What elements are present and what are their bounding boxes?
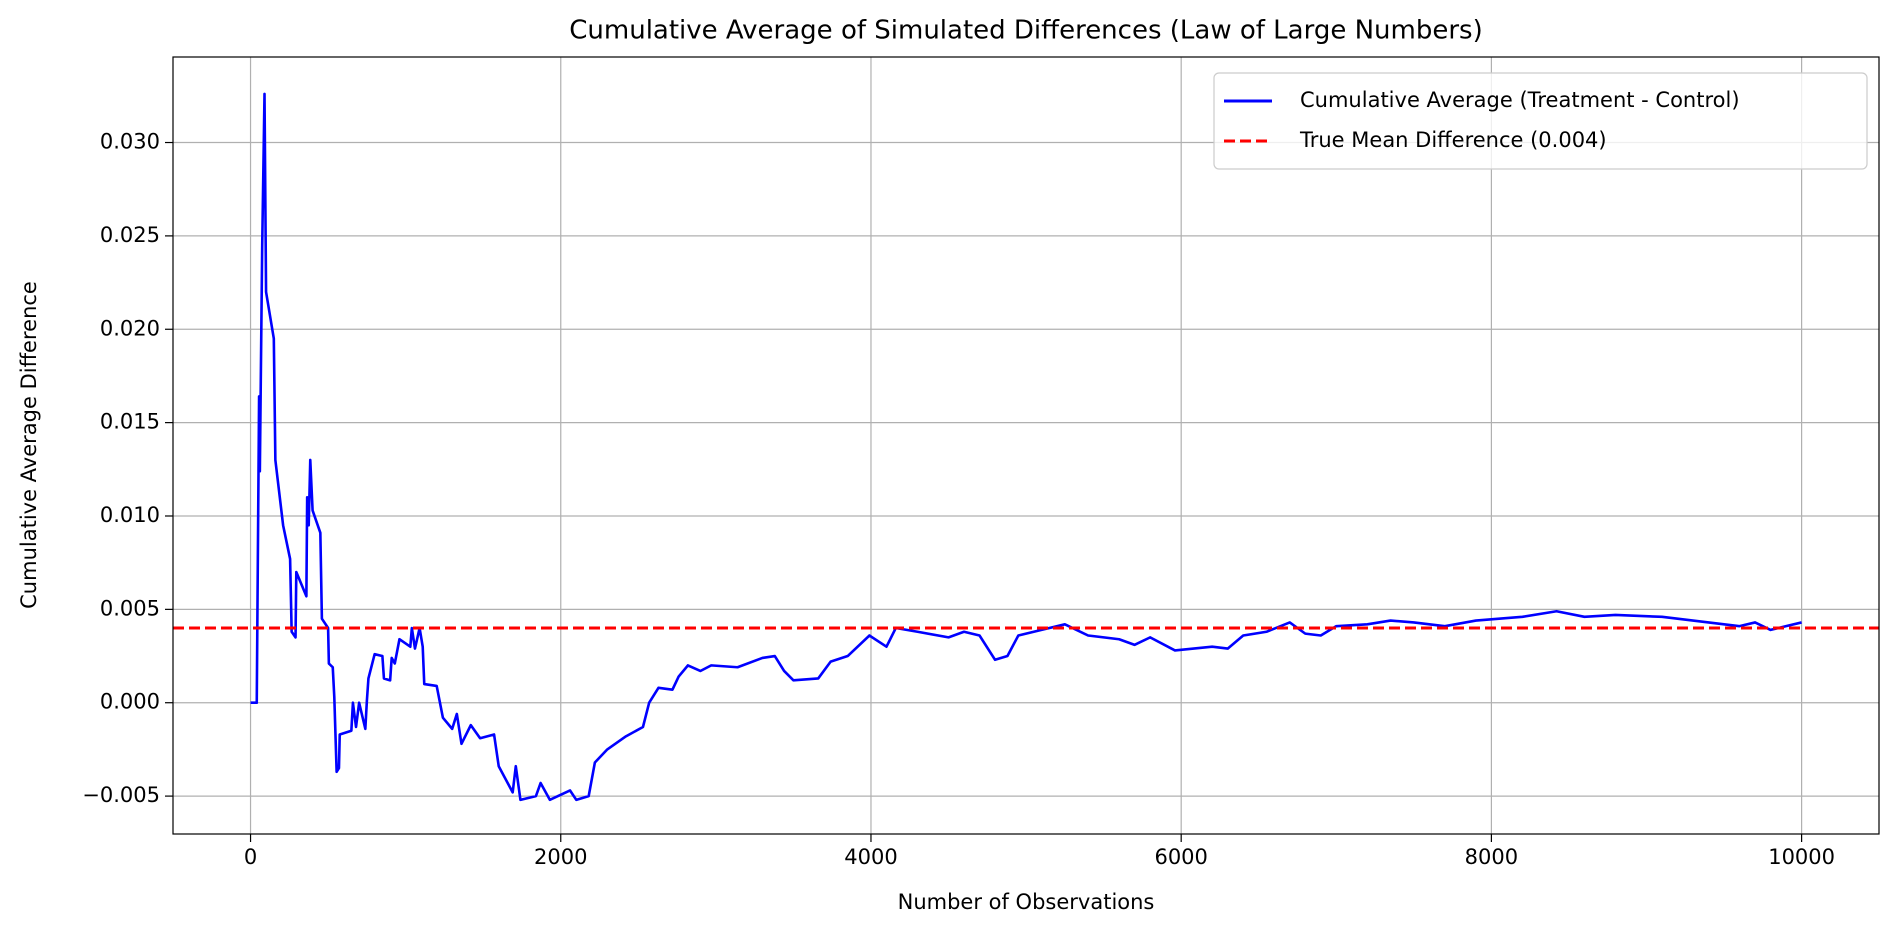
- x-tick-label: 10000: [1768, 845, 1835, 869]
- x-tick-label: 8000: [1465, 845, 1518, 869]
- y-axis-label: Cumulative Average Difference: [17, 281, 41, 609]
- x-tick-label: 0: [244, 845, 257, 869]
- y-tick-label: 0.015: [100, 410, 160, 434]
- data-line: [250, 92, 1802, 802]
- y-tick-label: 0.005: [100, 596, 160, 620]
- legend-label: True Mean Difference (0.004): [1299, 128, 1607, 152]
- legend-label: Cumulative Average (Treatment - Control): [1300, 88, 1740, 112]
- x-tick-label: 6000: [1154, 845, 1207, 869]
- x-tick-label: 2000: [534, 845, 587, 869]
- chart-title: Cumulative Average of Simulated Differen…: [569, 16, 1482, 46]
- legend-box: [1213, 72, 1868, 170]
- x-axis-label: Number of Observations: [898, 890, 1155, 914]
- y-tick-label: 0.030: [100, 130, 160, 154]
- x-tick-label: 4000: [844, 845, 897, 869]
- y-tick-label: 0.010: [100, 503, 160, 527]
- y-tick-label: 0.025: [100, 223, 160, 247]
- y-tick-label: 0.000: [100, 690, 160, 714]
- axes-frame: [172, 56, 1880, 835]
- y-tick-label: −0.005: [82, 783, 160, 807]
- y-tick-label: 0.020: [100, 316, 160, 340]
